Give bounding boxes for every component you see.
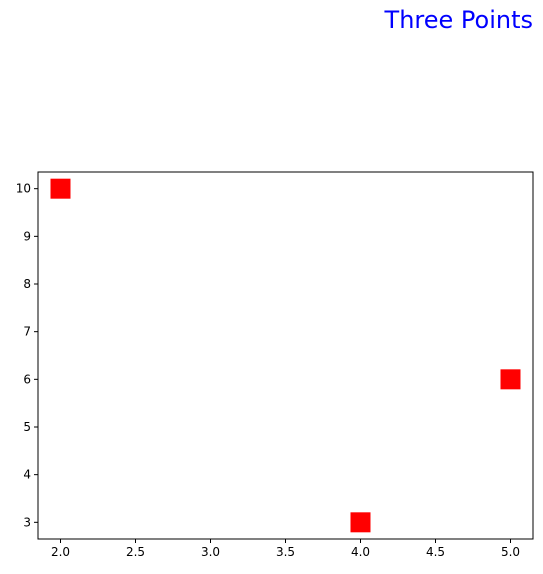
x-tick-label: 3.5 xyxy=(276,545,295,559)
x-tick-label: 4.5 xyxy=(426,545,445,559)
data-point-marker xyxy=(350,512,371,533)
x-tick-label: 2.0 xyxy=(51,545,70,559)
x-tick-label: 2.5 xyxy=(126,545,145,559)
chart-title: Three Points xyxy=(384,6,533,34)
y-tick-label: 7 xyxy=(23,325,31,339)
x-tick-label: 4.0 xyxy=(351,545,370,559)
data-point-marker xyxy=(50,178,71,199)
y-tick-label: 4 xyxy=(23,468,31,482)
y-tick-label: 6 xyxy=(23,372,31,386)
y-tick-label: 5 xyxy=(23,420,31,434)
x-tick-label: 5.0 xyxy=(501,545,520,559)
y-tick-label: 9 xyxy=(23,229,31,243)
x-tick-label: 3.0 xyxy=(201,545,220,559)
y-tick-label: 8 xyxy=(23,277,31,291)
y-tick-label: 3 xyxy=(23,515,31,529)
plot-area: 2.0 2.5 3.0 3.5 4.0 4.5 5.0 3 4 5 6 7 8 9 10 xyxy=(16,171,534,559)
axes-frame xyxy=(37,171,534,540)
data-point-marker xyxy=(500,369,521,390)
y-tick-label: 10 xyxy=(16,182,31,196)
